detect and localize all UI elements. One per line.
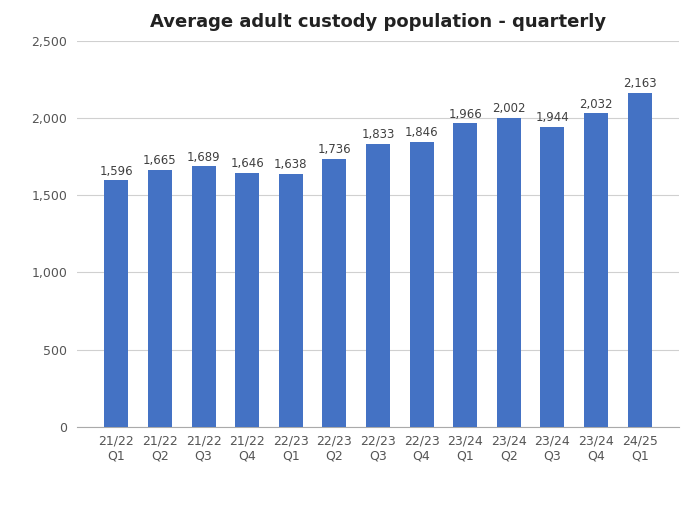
Bar <box>366 144 390 427</box>
Text: 1,665: 1,665 <box>144 154 177 167</box>
Text: 1,638: 1,638 <box>274 158 307 171</box>
Title: Average adult custody population - quarterly: Average adult custody population - quart… <box>150 13 606 31</box>
Text: 2,163: 2,163 <box>623 77 657 90</box>
Text: 1,846: 1,846 <box>405 126 438 139</box>
Text: 1,646: 1,646 <box>230 157 264 170</box>
Text: 1,833: 1,833 <box>361 129 395 141</box>
Bar <box>235 173 259 427</box>
Bar <box>192 166 216 427</box>
Bar <box>104 180 128 427</box>
Bar <box>410 142 433 427</box>
Text: 1,596: 1,596 <box>99 165 133 178</box>
Bar <box>540 126 564 427</box>
Bar <box>453 123 477 427</box>
Bar <box>497 117 521 427</box>
Bar <box>279 174 303 427</box>
Text: 2,002: 2,002 <box>492 102 526 115</box>
Bar <box>584 113 608 427</box>
Text: 1,966: 1,966 <box>448 108 482 121</box>
Bar <box>628 92 652 427</box>
Bar <box>148 170 172 427</box>
Text: 1,944: 1,944 <box>536 111 569 124</box>
Bar <box>323 158 346 427</box>
Text: 1,736: 1,736 <box>318 143 351 156</box>
Text: 2,032: 2,032 <box>580 98 612 111</box>
Text: 1,689: 1,689 <box>187 150 220 164</box>
